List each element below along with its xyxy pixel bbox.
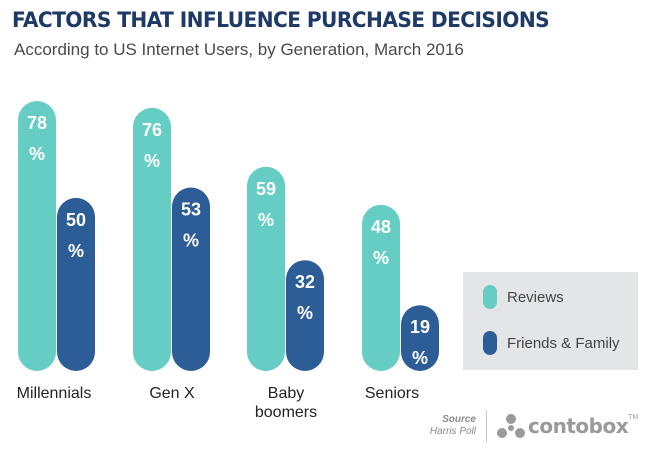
legend-item-reviews: Reviews bbox=[483, 285, 564, 309]
data-label-friends-family-seniors: 19% bbox=[410, 317, 430, 368]
data-label-reviews-seniors: 48% bbox=[371, 217, 391, 268]
bar-reviews-millennials bbox=[18, 101, 56, 371]
category-label-millennials: Millennials bbox=[16, 385, 92, 402]
chart-subtitle: According to US Internet Users, by Gener… bbox=[14, 40, 464, 59]
bar-reviews-baby-boomers bbox=[247, 166, 285, 371]
data-label-friends-family-gen-x: 53% bbox=[181, 200, 201, 251]
bar-friends-family-gen-x bbox=[172, 187, 210, 371]
category-label-seniors: Seniors bbox=[364, 385, 420, 402]
data-label-reviews-baby-boomers: 59% bbox=[256, 179, 276, 230]
brand-logo: contobox TM bbox=[496, 412, 638, 440]
brand-trademark: TM bbox=[628, 414, 639, 421]
legend-label-reviews: Reviews bbox=[507, 288, 564, 306]
legend-swatch-friends-family bbox=[483, 331, 497, 355]
source-name: Harris Poll bbox=[429, 426, 476, 437]
legend-label-friends-family: Friends & Family bbox=[507, 334, 620, 352]
source-label: Source bbox=[442, 414, 476, 425]
bar-reviews-seniors bbox=[362, 204, 400, 371]
data-label-reviews-gen-x: 76% bbox=[142, 120, 162, 171]
legend: Reviews Friends & Family bbox=[463, 272, 638, 370]
data-label-friends-family-baby-boomers: 32% bbox=[295, 272, 315, 323]
contobox-logo-icon bbox=[497, 414, 525, 438]
source-divider bbox=[486, 410, 487, 442]
category-label-baby-boomers: Baby boomers bbox=[254, 385, 318, 421]
legend-item-friends-family: Friends & Family bbox=[483, 331, 620, 355]
category-label-gen-x: Gen X bbox=[149, 385, 195, 402]
data-label-friends-family-millennials: 50% bbox=[66, 210, 86, 261]
bar-friends-family-baby-boomers bbox=[286, 260, 324, 371]
bar-friends-family-seniors bbox=[401, 305, 439, 371]
chart-title: FACTORS THAT INFLUENCE PURCHASE DECISION… bbox=[12, 8, 550, 32]
source-note: Source Harris Poll bbox=[420, 414, 476, 438]
brand-name: contobox bbox=[528, 414, 629, 438]
bar-reviews-gen-x bbox=[133, 107, 171, 371]
data-label-reviews-millennials: 78% bbox=[27, 113, 47, 164]
bar-friends-family-millennials bbox=[57, 197, 95, 371]
legend-swatch-reviews bbox=[483, 285, 497, 309]
